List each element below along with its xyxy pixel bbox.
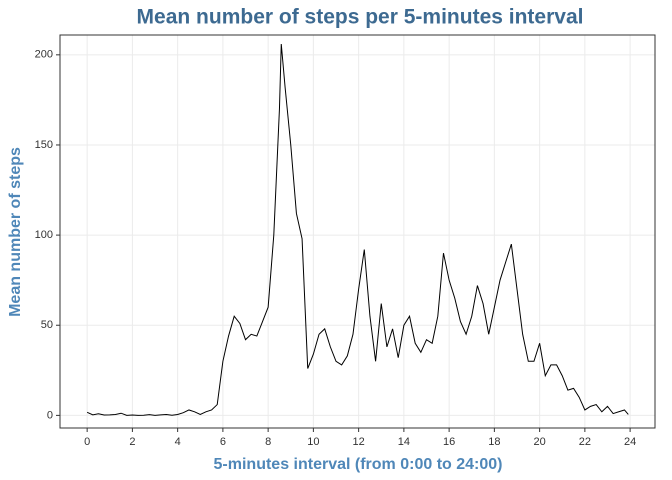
x-tick-label: 10 — [307, 436, 319, 448]
x-tick-label: 6 — [220, 436, 226, 448]
x-axis-title: 5-minutes interval (from 0:00 to 24:00) — [214, 456, 503, 473]
chart-title: Mean number of steps per 5-minutes inter… — [137, 6, 584, 29]
x-tick-label: 12 — [353, 436, 365, 448]
x-tick-label: 22 — [579, 436, 591, 448]
y-axis-title: Mean number of steps — [7, 147, 24, 317]
y-tick-label: 0 — [47, 409, 53, 421]
x-tick-label: 4 — [175, 436, 181, 448]
y-tick-label: 100 — [35, 229, 53, 241]
y-tick-label: 200 — [35, 49, 53, 61]
x-tick-label: 14 — [398, 436, 410, 448]
y-tick-label: 150 — [35, 139, 53, 151]
x-tick-label: 2 — [129, 436, 135, 448]
x-tick-label: 16 — [443, 436, 455, 448]
x-tick-label: 24 — [624, 436, 636, 448]
y-tick-label: 50 — [41, 319, 53, 331]
panel-border — [59, 34, 656, 429]
x-tick-label: 8 — [265, 436, 271, 448]
x-tick-label: 0 — [84, 436, 90, 448]
x-tick-label: 20 — [533, 436, 545, 448]
x-tick-label: 18 — [488, 436, 500, 448]
line-series — [86, 43, 629, 416]
